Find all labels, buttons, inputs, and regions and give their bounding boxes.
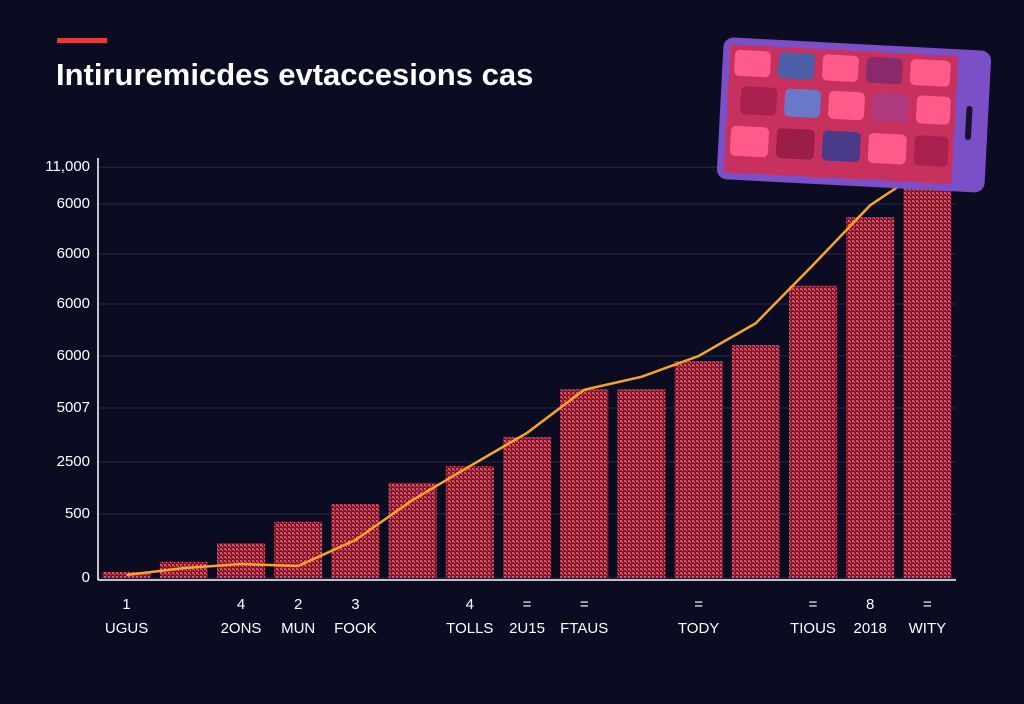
- y-tick-label: 6000: [57, 245, 90, 262]
- x-tick-number: 8: [866, 596, 874, 613]
- y-tick-label: 6000: [57, 347, 90, 364]
- x-tick-number: =: [694, 596, 703, 613]
- x-tick-label: 2U15: [509, 620, 545, 637]
- bar: [903, 188, 952, 578]
- bar: [445, 466, 494, 578]
- x-tick-label: WITY: [909, 620, 947, 637]
- x-tick-number: 4: [237, 596, 245, 613]
- x-tick-label: MUN: [281, 620, 315, 637]
- y-tick-label: 500: [65, 505, 90, 522]
- x-tick-label: 2018: [854, 620, 887, 637]
- x-tick-number: =: [580, 596, 589, 613]
- bar: [502, 437, 552, 578]
- bar: [159, 561, 208, 578]
- accent-bar: [57, 38, 107, 43]
- y-tick-label: 5007: [57, 399, 90, 416]
- app-tiles: [729, 49, 951, 167]
- bar: [560, 389, 609, 578]
- x-tick-label: TODY: [678, 620, 719, 637]
- phone-camera: [965, 105, 973, 140]
- x-tick-number: 1: [122, 596, 130, 613]
- x-tick-label: FOOK: [334, 620, 377, 637]
- x-tick-number: 4: [466, 596, 474, 613]
- y-tick-label: 11,000: [45, 158, 90, 175]
- x-tick-number: 3: [351, 596, 359, 613]
- x-tick-label: 2ONS: [221, 620, 262, 637]
- trend-line: [126, 166, 929, 577]
- bar: [274, 521, 323, 578]
- x-tick-number: =: [523, 596, 532, 613]
- bar: [846, 217, 895, 578]
- x-tick-number: =: [809, 596, 818, 613]
- bar: [617, 389, 666, 578]
- bar: [388, 482, 437, 578]
- phone-image: [716, 37, 992, 193]
- chart-title: Intiruremicdes evtaccesions cas: [56, 57, 533, 92]
- bar: [788, 285, 838, 578]
- bar: [674, 361, 723, 578]
- x-tick-label: TIOUS: [790, 620, 836, 637]
- y-tick-label: 2500: [57, 453, 90, 470]
- plot-area: 0 500 2500 5007 6000 6000 6000 6000 11,000 1 UGUS 4…: [45, 158, 956, 637]
- bar: [102, 572, 151, 578]
- x-tick-label: UGUS: [105, 620, 148, 637]
- x-tick-label: FTAUS: [560, 620, 608, 637]
- y-tick-label: 6000: [57, 195, 90, 212]
- x-tick-label: TOLLS: [446, 620, 493, 637]
- x-tick-number: =: [923, 596, 932, 613]
- y-tick-label: 0: [82, 569, 90, 586]
- x-tick-number: 2: [294, 596, 302, 613]
- bar: [731, 345, 780, 578]
- y-tick-label: 6000: [57, 295, 90, 312]
- bar: [216, 543, 266, 578]
